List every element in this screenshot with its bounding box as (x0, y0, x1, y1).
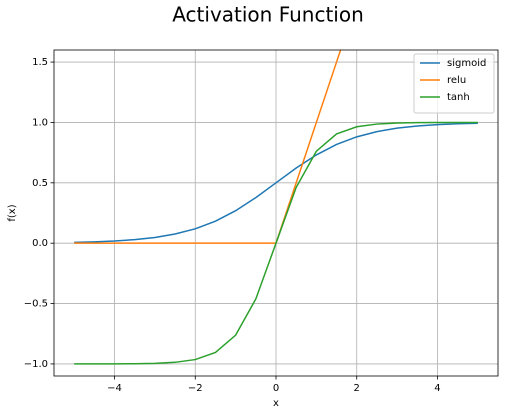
y-tick-label: 1.0 (32, 117, 48, 128)
y-tick-label: −1.0 (24, 359, 48, 370)
y-tick-label: 1.5 (32, 57, 48, 68)
legend-box (413, 53, 495, 114)
y-tick-label: 0.5 (32, 178, 48, 189)
legend-label: sigmoid (447, 58, 486, 69)
legend-label: relu (447, 75, 466, 86)
x-tick-label: −4 (107, 383, 122, 394)
line-series (74, 121, 478, 365)
plot-lines (74, 50, 478, 365)
line-series (74, 122, 478, 244)
y-tick-label: −0.5 (24, 299, 48, 310)
y-axis-label: f(x) (7, 204, 18, 221)
x-axis-label: x (273, 398, 279, 409)
x-tick-label: 2 (354, 383, 360, 394)
x-tick-label: −2 (188, 383, 203, 394)
y-tick-label: 0.0 (32, 238, 48, 249)
x-tick-label: 4 (434, 383, 440, 394)
legend-label: tanh (447, 92, 470, 103)
chart-title: Activation Function (172, 3, 364, 27)
x-tick-label: 0 (273, 383, 279, 394)
legend: sigmoid relu tanh (413, 53, 495, 114)
